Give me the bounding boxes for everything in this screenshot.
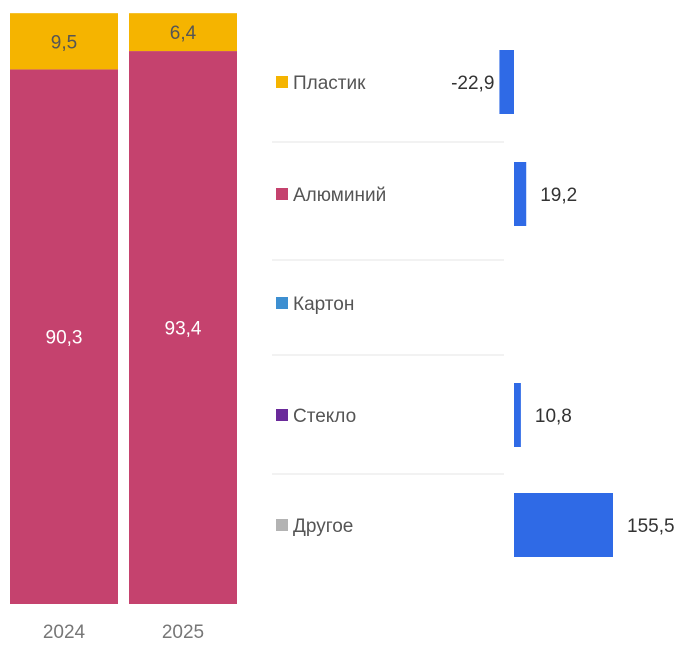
legend-swatch-2 bbox=[276, 297, 288, 309]
bar-label-2025-series-1: 6,4 bbox=[170, 23, 197, 44]
legend-swatch-0 bbox=[276, 76, 288, 88]
bar-2025-series-0 bbox=[129, 51, 237, 604]
change-bar-1 bbox=[514, 162, 527, 226]
x-tick-label-2025: 2025 bbox=[162, 622, 204, 643]
legend-label-0: Пластик bbox=[293, 73, 366, 94]
bar-2024-series-1 bbox=[10, 13, 118, 70]
bar-2025-series-1 bbox=[129, 13, 237, 52]
change-label-4: 155,5 bbox=[627, 516, 675, 537]
change-bar-4 bbox=[514, 493, 613, 557]
legend-swatch-3 bbox=[276, 409, 288, 421]
change-bar-3 bbox=[514, 383, 521, 447]
change-label-1: 19,2 bbox=[540, 185, 577, 206]
bar-label-2024-series-1: 9,5 bbox=[51, 32, 77, 53]
bar-2024-series-0 bbox=[10, 69, 118, 604]
legend-label-2: Картон bbox=[293, 294, 354, 315]
legend-label-4: Другое bbox=[293, 516, 353, 537]
bar-label-2024-series-0: 90,3 bbox=[46, 328, 83, 349]
bar-label-2025-series-0: 93,4 bbox=[165, 319, 202, 340]
x-tick-label-2024: 2024 bbox=[43, 622, 86, 643]
legend-swatch-4 bbox=[276, 519, 288, 531]
legend-label-1: Алюминий bbox=[293, 185, 386, 206]
change-label-0: -22,9 bbox=[451, 73, 494, 94]
legend-label-3: Стекло bbox=[293, 406, 356, 427]
legend-swatch-1 bbox=[276, 188, 288, 200]
change-bar-0 bbox=[499, 50, 514, 114]
change-label-3: 10,8 bbox=[535, 406, 572, 427]
